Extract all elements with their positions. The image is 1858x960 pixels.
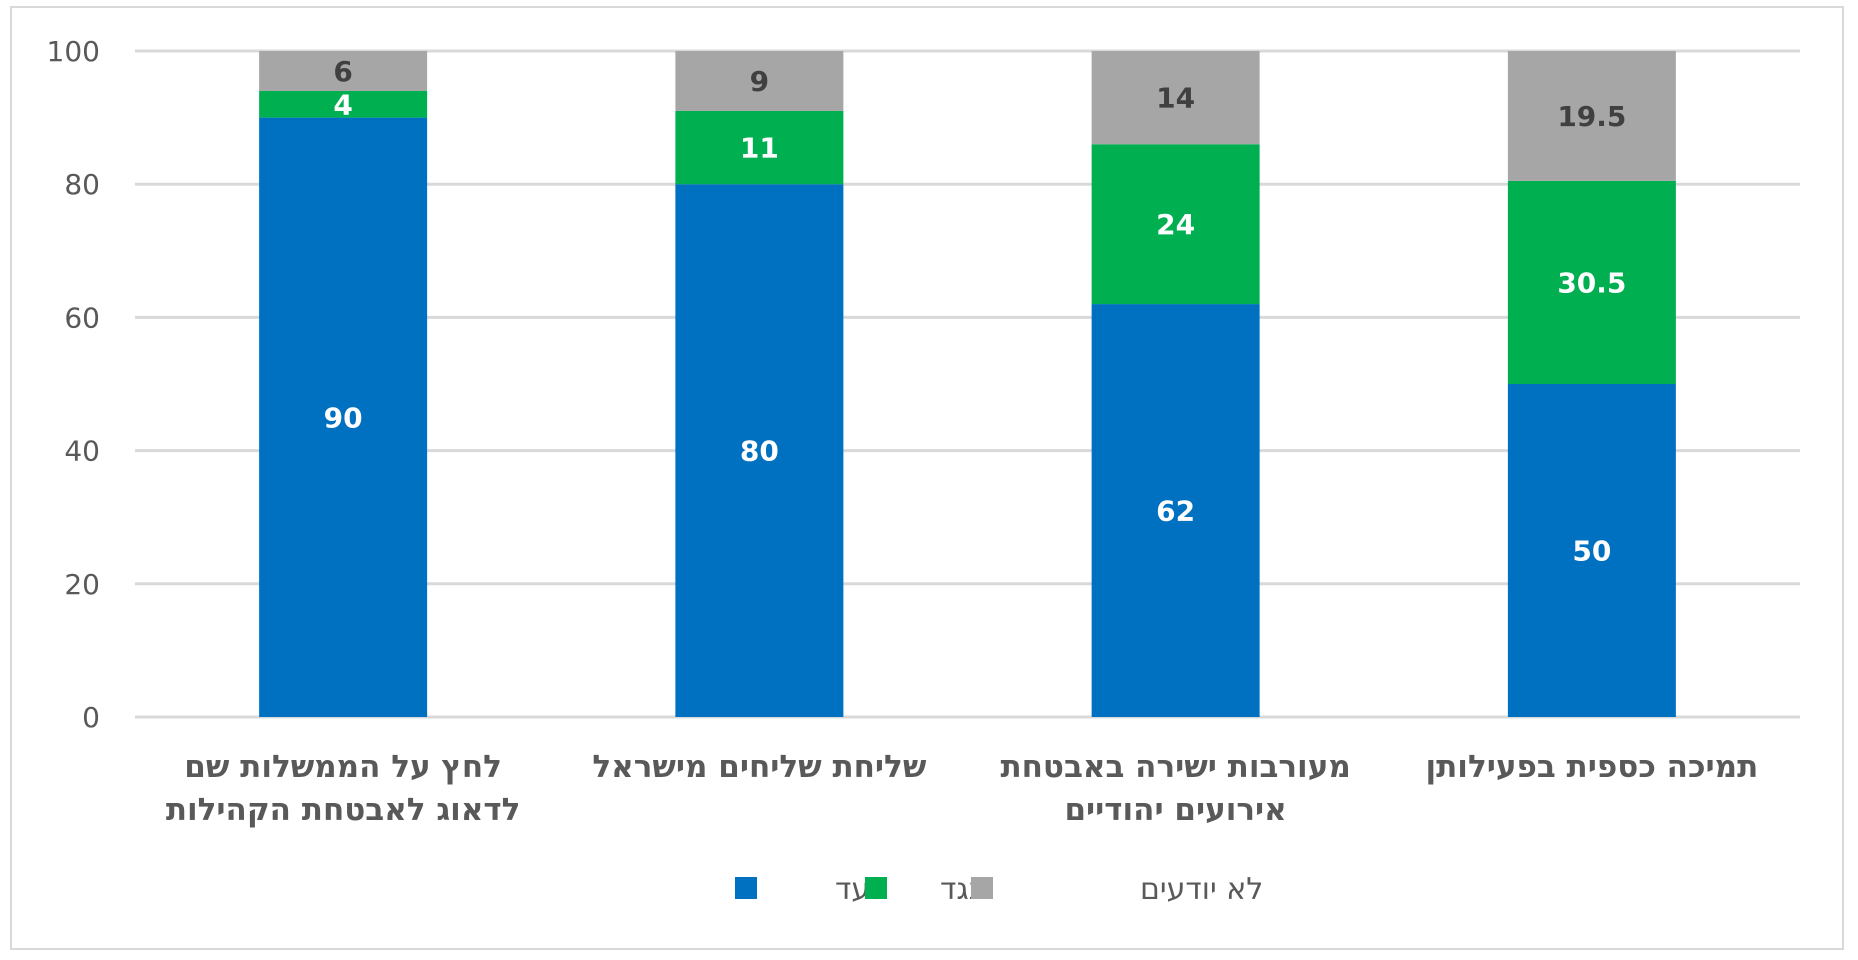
data-label-3-1: 30.5 [1557,266,1626,299]
bar-segment-0-0 [259,117,428,718]
bar-segment-0-2 [259,51,428,91]
bar-segment-3-1 [1507,180,1676,384]
data-label-2-2: 14 [1156,82,1195,115]
category-label-2-0: מעורבות ישירה באבטחת [1000,749,1350,785]
category-label-0-1: לדאוג לאבטחת הקהילות [166,792,521,828]
bar-segment-1-1 [675,110,844,185]
legend-swatch-1 [865,877,887,899]
data-label-1-0: 80 [740,435,779,468]
data-label-1-2: 9 [750,65,769,98]
y-tick-label-80: 80 [64,168,100,201]
data-label-2-1: 24 [1156,208,1195,241]
bar-segment-3-0 [1507,384,1676,717]
y-tick-label-40: 40 [64,435,100,468]
y-tick-label-60: 60 [64,301,100,334]
y-tick-label-100: 100 [47,35,100,68]
data-label-0-0: 90 [324,401,363,434]
y-tick-label-20: 20 [64,568,100,601]
legend-label-2: לא יודעים [1140,872,1263,907]
category-label-2-1: אירועים יהודיים [1064,792,1286,828]
bar-segment-0-1 [259,90,428,118]
legend-swatch-0 [735,877,757,899]
data-label-0-2: 6 [333,55,352,88]
data-label-2-0: 62 [1156,495,1195,528]
bar-segment-3-2 [1507,51,1676,181]
bar-segment-1-0 [675,184,844,717]
data-label-0-1: 4 [333,88,352,121]
data-label-3-0: 50 [1572,535,1611,568]
legend-swatch-2 [971,877,993,899]
data-label-1-1: 11 [740,132,779,165]
category-label-3-0: תמיכה כספית בפעילותן [1425,749,1758,785]
bar-segment-2-2 [1091,51,1260,145]
y-tick-label-0: 0 [82,701,100,734]
bar-segment-2-0 [1091,304,1260,717]
bar-segment-2-1 [1091,144,1260,305]
data-label-3-2: 19.5 [1557,100,1626,133]
bar-segment-1-2 [675,51,844,111]
category-label-1-0: שליחת שליחים מישראל [592,749,926,785]
category-label-0-0: לחץ על הממשלות שם [184,749,502,785]
